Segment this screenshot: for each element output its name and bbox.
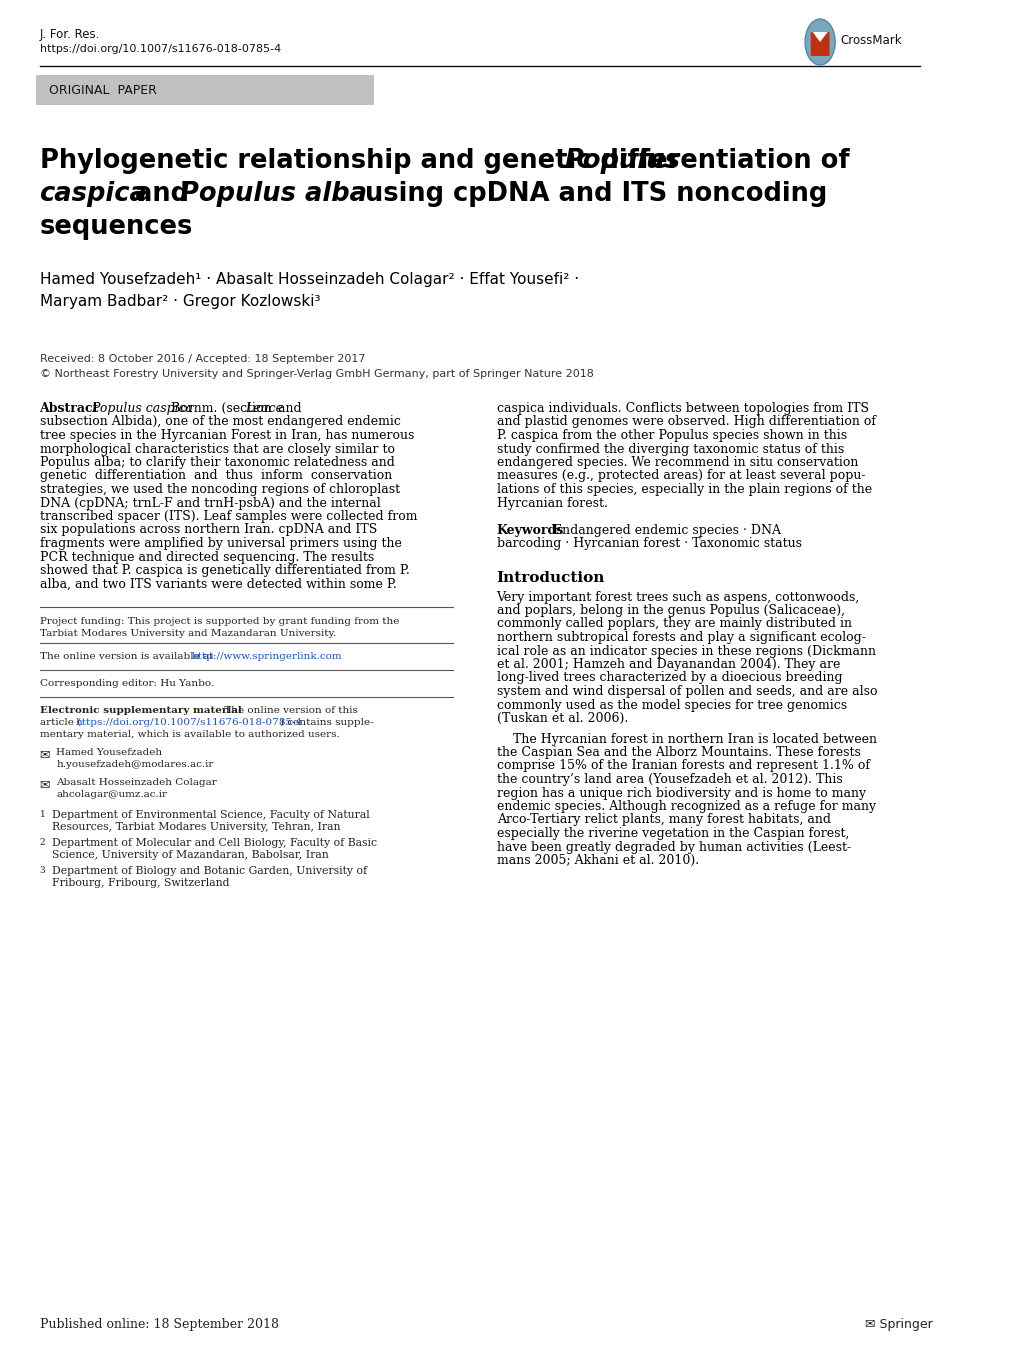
Text: article (: article ( (40, 718, 81, 728)
Text: study confirmed the diverging taxonomic status of this: study confirmed the diverging taxonomic … (496, 443, 843, 455)
Text: 2: 2 (40, 837, 45, 847)
Text: Populus: Populus (564, 148, 680, 173)
Text: commonly called poplars, they are mainly distributed in: commonly called poplars, they are mainly… (496, 618, 851, 630)
Text: (Tuskan et al. 2006).: (Tuskan et al. 2006). (496, 711, 628, 725)
Text: ical role as an indicator species in these regions (Dickmann: ical role as an indicator species in the… (496, 645, 874, 657)
Text: fragments were amplified by universal primers using the: fragments were amplified by universal pr… (40, 537, 401, 550)
Text: region has a unique rich biodiversity and is home to many: region has a unique rich biodiversity an… (496, 786, 865, 799)
Text: CrossMark: CrossMark (840, 34, 902, 46)
Text: tree species in the Hyrcanian Forest in Iran, has numerous: tree species in the Hyrcanian Forest in … (40, 430, 414, 442)
Text: The Hyrcanian forest in northern Iran is located between: The Hyrcanian forest in northern Iran is… (496, 733, 875, 745)
Text: Populus alba; to clarify their taxonomic relatedness and: Populus alba; to clarify their taxonomic… (40, 457, 394, 469)
Ellipse shape (804, 19, 835, 65)
Text: Abasalt Hosseinzadeh Colagar: Abasalt Hosseinzadeh Colagar (56, 778, 217, 787)
Text: Abstract: Abstract (40, 402, 99, 415)
Text: showed that P. caspica is genetically differentiated from P.: showed that P. caspica is genetically di… (40, 564, 409, 577)
Text: genetic  differentiation  and  thus  inform  conservation: genetic differentiation and thus inform … (40, 469, 391, 482)
Text: Bornm. (section: Bornm. (section (167, 402, 276, 415)
Text: J. For. Res.: J. For. Res. (40, 28, 100, 41)
Text: morphological characteristics that are closely similar to: morphological characteristics that are c… (40, 443, 394, 455)
Text: and: and (273, 402, 301, 415)
Text: commonly used as the model species for tree genomics: commonly used as the model species for t… (496, 698, 846, 711)
Text: strategies, we used the noncoding regions of chloroplast: strategies, we used the noncoding region… (40, 482, 399, 496)
Text: 1: 1 (40, 810, 45, 818)
Text: ✉: ✉ (40, 748, 50, 762)
Text: DNA (cpDNA; trnL-F and trnH-psbA) and the internal: DNA (cpDNA; trnL-F and trnH-psbA) and th… (40, 496, 380, 509)
Text: Phylogenetic relationship and genetic differentiation of: Phylogenetic relationship and genetic di… (40, 148, 857, 173)
Text: PCR technique and directed sequencing. The results: PCR technique and directed sequencing. T… (40, 550, 373, 564)
Text: subsection Albida), one of the most endangered endemic: subsection Albida), one of the most enda… (40, 416, 400, 428)
Text: Arco-Tertiary relict plants, many forest habitats, and: Arco-Tertiary relict plants, many forest… (496, 813, 829, 827)
Text: Maryam Badbar² · Gregor Kozlowski³: Maryam Badbar² · Gregor Kozlowski³ (40, 294, 320, 309)
Text: the Caspian Sea and the Alborz Mountains. These forests: the Caspian Sea and the Alborz Mountains… (496, 747, 860, 759)
Text: long-lived trees characterized by a dioecious breeding: long-lived trees characterized by a dioe… (496, 672, 842, 684)
Text: https://doi.org/10.1007/s11676-018-0785-4: https://doi.org/10.1007/s11676-018-0785-… (40, 43, 280, 54)
Text: Department of Molecular and Cell Biology, Faculty of Basic: Department of Molecular and Cell Biology… (52, 837, 376, 848)
Text: Populus alba: Populus alba (179, 182, 366, 207)
Text: alba, and two ITS variants were detected within some P.: alba, and two ITS variants were detected… (40, 577, 395, 591)
Text: P. caspica from the other Populus species shown in this: P. caspica from the other Populus specie… (496, 430, 846, 442)
Text: Tarbiat Modares University and Mazandaran University.: Tarbiat Modares University and Mazandara… (40, 629, 335, 638)
Text: Keywords: Keywords (496, 524, 564, 537)
Text: Electronic supplementary material: Electronic supplementary material (40, 706, 242, 715)
Text: sequences: sequences (40, 214, 193, 240)
Text: ✉: ✉ (40, 778, 50, 791)
Text: https://doi.org/10.1007/s11676-018-0785-4: https://doi.org/10.1007/s11676-018-0785-… (75, 718, 302, 728)
Text: endangered species. We recommend in situ conservation: endangered species. We recommend in situ… (496, 457, 857, 469)
Text: lations of this species, especially in the plain regions of the: lations of this species, especially in t… (496, 482, 871, 496)
Text: caspica individuals. Conflicts between topologies from ITS: caspica individuals. Conflicts between t… (496, 402, 868, 415)
Text: six populations across northern Iran. cpDNA and ITS: six populations across northern Iran. cp… (40, 523, 376, 537)
Text: ) contains supple-: ) contains supple- (280, 718, 374, 728)
Text: 3: 3 (40, 866, 45, 875)
Text: Received: 8 October 2016 / Accepted: 18 September 2017: Received: 8 October 2016 / Accepted: 18 … (40, 354, 365, 364)
Text: using cpDNA and ITS noncoding: using cpDNA and ITS noncoding (356, 182, 826, 207)
Text: http://www.springerlink.com: http://www.springerlink.com (192, 652, 342, 661)
FancyBboxPatch shape (810, 33, 828, 56)
Text: Hyrcanian forest.: Hyrcanian forest. (496, 496, 607, 509)
Text: Department of Biology and Botanic Garden, University of: Department of Biology and Botanic Garden… (52, 866, 367, 875)
Text: caspica: caspica (40, 182, 147, 207)
Text: and plastid genomes were observed. High differentiation of: and plastid genomes were observed. High … (496, 416, 874, 428)
Text: h.yousefzadeh@modares.ac.ir: h.yousefzadeh@modares.ac.ir (56, 760, 214, 770)
Text: comprise 15% of the Iranian forests and represent 1.1% of: comprise 15% of the Iranian forests and … (496, 760, 869, 772)
Text: mentary material, which is available to authorized users.: mentary material, which is available to … (40, 730, 339, 738)
Text: Hamed Yousefzadeh¹ · Abasalt Hosseinzadeh Colagar² · Effat Yousefi² ·: Hamed Yousefzadeh¹ · Abasalt Hosseinzade… (40, 272, 578, 287)
Text: barcoding · Hyrcanian forest · Taxonomic status: barcoding · Hyrcanian forest · Taxonomic… (496, 538, 801, 550)
Text: Leuce: Leuce (246, 402, 283, 415)
Text: northern subtropical forests and play a significant ecolog-: northern subtropical forests and play a … (496, 631, 864, 644)
Text: The online version of this: The online version of this (221, 706, 358, 715)
Text: © Northeast Forestry University and Springer-Verlag GmbH Germany, part of Spring: © Northeast Forestry University and Spri… (40, 369, 593, 379)
Text: Published online: 18 September 2018: Published online: 18 September 2018 (40, 1318, 278, 1331)
Text: ORIGINAL  PAPER: ORIGINAL PAPER (49, 84, 157, 98)
Text: Endangered endemic species · DNA: Endangered endemic species · DNA (548, 524, 781, 537)
Text: Hamed Yousefzadeh: Hamed Yousefzadeh (56, 748, 162, 757)
Text: Resources, Tarbiat Modares University, Tehran, Iran: Resources, Tarbiat Modares University, T… (52, 822, 340, 832)
Text: Science, University of Mazandaran, Babolsar, Iran: Science, University of Mazandaran, Babol… (52, 850, 328, 860)
Text: Project funding: This project is supported by grant funding from the: Project funding: This project is support… (40, 617, 398, 626)
Text: mans 2005; Akhani et al. 2010).: mans 2005; Akhani et al. 2010). (496, 854, 698, 867)
Polygon shape (812, 33, 826, 42)
Text: Populus caspica: Populus caspica (89, 402, 194, 415)
Text: Very important forest trees such as aspens, cottonwoods,: Very important forest trees such as aspe… (496, 591, 859, 603)
Text: system and wind dispersal of pollen and seeds, and are also: system and wind dispersal of pollen and … (496, 686, 876, 698)
Text: have been greatly degraded by human activities (Leest-: have been greatly degraded by human acti… (496, 840, 850, 854)
Text: Introduction: Introduction (496, 570, 604, 584)
Text: The online version is available at: The online version is available at (40, 652, 216, 661)
Text: Fribourg, Fribourg, Switzerland: Fribourg, Fribourg, Switzerland (52, 878, 229, 888)
Text: and poplars, belong in the genus Populus (Salicaceae),: and poplars, belong in the genus Populus… (496, 604, 844, 617)
Text: ✉ Springer: ✉ Springer (864, 1318, 932, 1331)
Text: Department of Environmental Science, Faculty of Natural: Department of Environmental Science, Fac… (52, 810, 369, 820)
Text: transcribed spacer (ITS). Leaf samples were collected from: transcribed spacer (ITS). Leaf samples w… (40, 509, 417, 523)
FancyBboxPatch shape (36, 75, 374, 104)
Text: the country’s land area (Yousefzadeh et al. 2012). This: the country’s land area (Yousefzadeh et … (496, 772, 842, 786)
Text: especially the riverine vegetation in the Caspian forest,: especially the riverine vegetation in th… (496, 827, 848, 840)
Text: ahcolagar@umz.ac.ir: ahcolagar@umz.ac.ir (56, 790, 167, 799)
Text: and: and (126, 182, 198, 207)
Text: Corresponding editor: Hu Yanbo.: Corresponding editor: Hu Yanbo. (40, 679, 214, 688)
Text: measures (e.g., protected areas) for at least several popu-: measures (e.g., protected areas) for at … (496, 469, 864, 482)
Text: et al. 2001; Hamzeh and Dayanandan 2004). They are: et al. 2001; Hamzeh and Dayanandan 2004)… (496, 659, 839, 671)
Text: endemic species. Although recognized as a refuge for many: endemic species. Although recognized as … (496, 799, 875, 813)
